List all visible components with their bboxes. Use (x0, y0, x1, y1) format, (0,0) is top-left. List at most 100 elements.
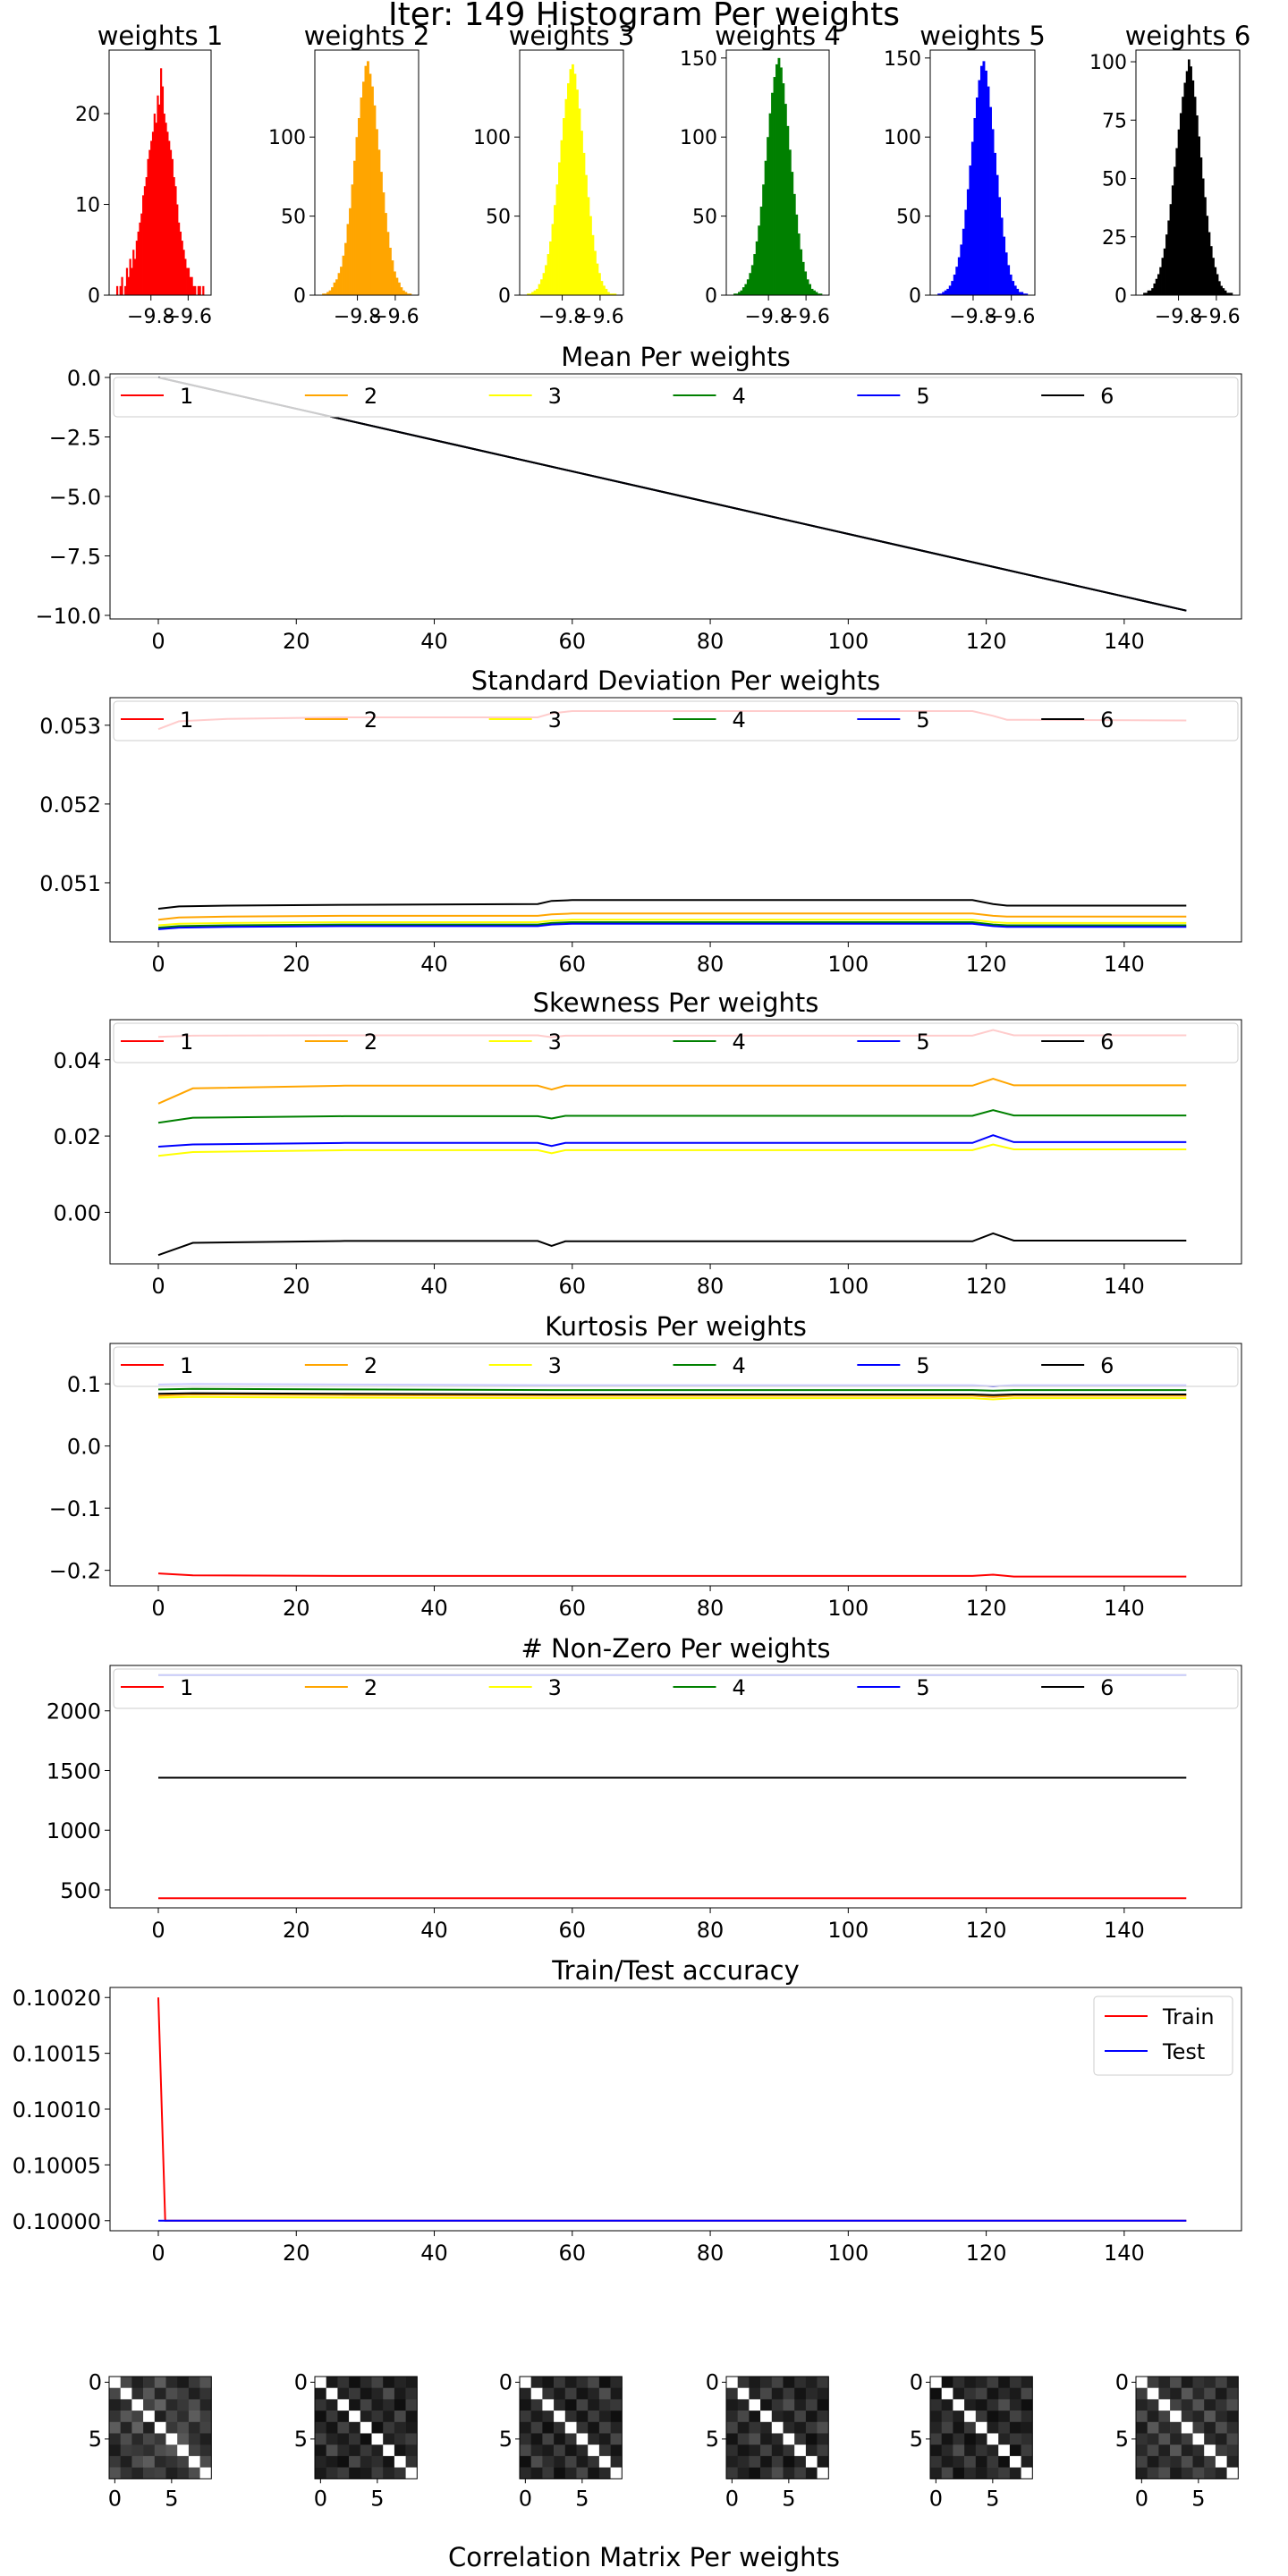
y-tick-label: 0 (88, 285, 100, 308)
heatmap-cell (1215, 2445, 1227, 2457)
heatmap-cell (987, 2421, 999, 2434)
histogram-bar (129, 258, 131, 295)
y-tick-label: 0 (294, 2369, 308, 2394)
heatmap-cell (349, 2377, 361, 2388)
heatmap-cell (964, 2455, 977, 2468)
histogram-bar (364, 65, 368, 296)
heatmap-cell (576, 2377, 589, 2388)
heatmap-cell (941, 2455, 953, 2468)
series-line-2 (157, 912, 1187, 921)
plot-frame (109, 697, 1242, 943)
heatmap-cell (188, 2455, 200, 2468)
x-tick-label: 100 (827, 629, 869, 654)
heatmap-cell (315, 2467, 326, 2479)
heatmap-cell (120, 2421, 132, 2434)
histogram-bar (605, 288, 608, 295)
histogram-bar (538, 284, 541, 295)
heatmap-cell (737, 2411, 750, 2423)
histogram-bar (985, 70, 987, 295)
heatmap-cell (177, 2467, 190, 2479)
heatmap-cell (953, 2433, 965, 2445)
heatmap-cell (371, 2445, 384, 2457)
histogram-bar (349, 208, 352, 295)
heatmap-cell (1147, 2387, 1159, 2400)
histogram-bar (815, 292, 818, 295)
heatmap-cell (154, 2433, 166, 2445)
heatmap-cell (783, 2377, 795, 2388)
x-tick-label: 100 (827, 1596, 869, 1621)
heatmap-cell (576, 2467, 589, 2479)
heatmap-cell (360, 2377, 372, 2388)
heatmap-cell (371, 2421, 384, 2434)
heatmap-cell (131, 2445, 144, 2457)
heatmap-cell (315, 2433, 326, 2445)
histogram-bar (1198, 136, 1201, 295)
series-line-3 (157, 919, 1187, 927)
heatmap-cell (177, 2421, 190, 2434)
legend-label: 4 (733, 1030, 746, 1055)
histogram-bar (1182, 97, 1184, 295)
heatmap-cell (109, 2455, 121, 2468)
histogram-bar (575, 89, 579, 295)
heatmap-cell (817, 2387, 829, 2400)
heatmap-cell (542, 2399, 555, 2411)
heatmap-cell (726, 2387, 738, 2400)
heatmap-cell (542, 2445, 555, 2457)
histogram-title: weights 1 (97, 21, 224, 51)
heatmap-cell (1204, 2455, 1216, 2468)
heatmap-cell (998, 2467, 1011, 2479)
heatmap-cell (737, 2387, 750, 2400)
heatmap-frame (519, 2376, 623, 2479)
heatmap-cell (154, 2455, 166, 2468)
histogram-bar (186, 267, 189, 295)
x-tick-label: 0 (725, 2486, 739, 2511)
legend-label: 5 (916, 1675, 929, 1700)
heatmap-cell (975, 2399, 987, 2411)
x-tick-label: 100 (827, 1274, 869, 1299)
x-tick-label: 80 (697, 1596, 724, 1621)
heatmap-cell (1170, 2421, 1182, 2434)
heatmap-cell (371, 2433, 384, 2445)
heatmap-cell (1136, 2455, 1148, 2468)
histogram-bar (393, 271, 396, 295)
heatmap-cell (588, 2399, 600, 2411)
x-tick-label: −9.6 (782, 306, 829, 328)
heatmap-cell (199, 2421, 212, 2434)
heatmap-cell (326, 2421, 338, 2434)
histogram-frame (1135, 49, 1241, 296)
heatmap-cell (1192, 2411, 1205, 2423)
histogram-bar (733, 293, 736, 295)
heatmap-cell (749, 2445, 761, 2457)
legend-label: 3 (548, 384, 562, 409)
heatmap-cell (1021, 2445, 1033, 2457)
heatmap-cell (349, 2399, 361, 2411)
heatmap-cell (530, 2433, 543, 2445)
histogram-bar (353, 160, 356, 295)
histogram-panel-2: weights 2 0 50 100 −9.8−9.6 (268, 21, 429, 328)
heatmap-cell (975, 2433, 987, 2445)
histogram-bar (160, 68, 163, 295)
heatmap-cell (109, 2421, 121, 2434)
histogram-bar (611, 293, 614, 295)
heatmap-cell (564, 2387, 577, 2400)
heatmap-cell (520, 2455, 531, 2468)
heatmap-cell (143, 2411, 156, 2423)
histogram-bar (360, 97, 363, 295)
heatmap-cell (576, 2433, 589, 2445)
heatmap-cell (1136, 2387, 1148, 2400)
heatmap-cell (542, 2411, 555, 2423)
y-tick-label: 50 (692, 207, 717, 229)
x-tick-label: 40 (420, 952, 448, 977)
plot-frame (109, 1665, 1242, 1909)
legend-box (113, 1022, 1239, 1063)
histogram-bar (402, 290, 405, 295)
histogram-bar (176, 204, 179, 295)
heatmap-cell (760, 2421, 773, 2434)
heatmap-cell (405, 2433, 418, 2445)
heatmap-cell (805, 2399, 818, 2411)
plot-frame (109, 1987, 1242, 2232)
legend: 1 2 3 4 5 6 (113, 1022, 1239, 1063)
histogram-bar (554, 205, 556, 295)
histogram-bar (182, 250, 185, 295)
histogram-bar (165, 123, 167, 295)
